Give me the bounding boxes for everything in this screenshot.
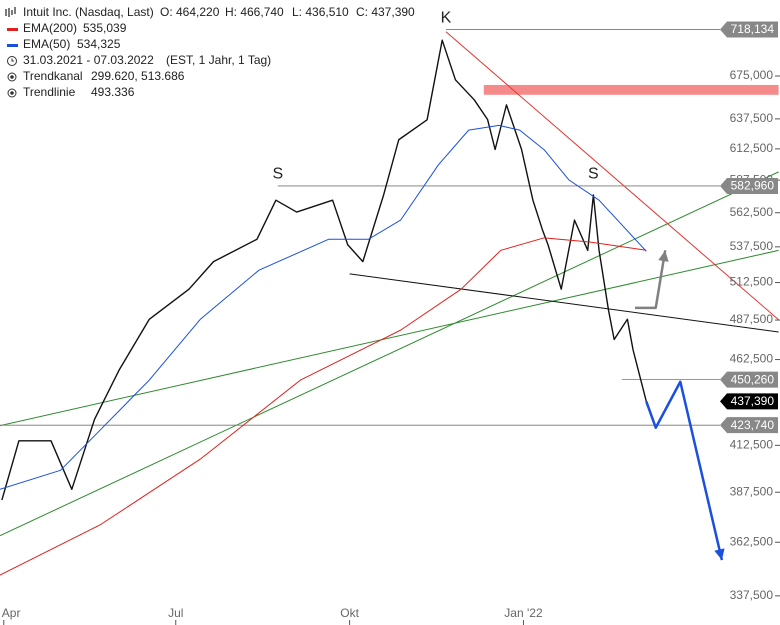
legend-entry: EMA(200) xyxy=(23,21,77,35)
y-tick-label: 562,500 xyxy=(730,205,774,219)
legend-value: 493.336 xyxy=(91,85,135,99)
x-tick-label: Jan '22 xyxy=(504,606,543,620)
legend-entry: Trendkanal xyxy=(23,69,83,83)
legend-title: Intuit Inc. (Nasdaq, Last) xyxy=(23,5,154,19)
y-tick-label: 537,500 xyxy=(730,239,774,253)
x-tick-label: Apr xyxy=(2,606,21,620)
arrow-head xyxy=(714,548,725,561)
y-tick-label: 362,500 xyxy=(730,534,774,548)
resistance-zone xyxy=(483,84,779,95)
arrow-head xyxy=(658,250,669,262)
level-label: 450,260 xyxy=(731,372,775,386)
level-label: 437,390 xyxy=(731,394,775,408)
period: 31.03.2021 - 07.03.2022 xyxy=(23,53,154,67)
pattern-label: S xyxy=(272,166,283,183)
level-label-box xyxy=(720,21,778,38)
x-tick-label: Jul xyxy=(168,606,183,620)
pattern-label: S xyxy=(588,166,599,183)
trend-channel-line xyxy=(0,171,779,537)
ohlc-close: C: 437,390 xyxy=(356,5,415,19)
y-tick-label: 612,500 xyxy=(730,141,774,155)
legend-entry: EMA(50) xyxy=(23,37,70,51)
trend-channel-line xyxy=(0,249,779,427)
legend: Intuit Inc. (Nasdaq, Last) O: 464,220 H:… xyxy=(5,5,415,99)
y-tick-label: 337,500 xyxy=(730,588,774,602)
ohlc-high: H: 466,740 xyxy=(225,5,284,19)
y-tick-label: 637,500 xyxy=(730,111,774,125)
ohlc-open: O: 464,220 xyxy=(160,5,220,19)
period-note: (EST, 1 Jahr, 1 Tag) xyxy=(166,53,271,67)
ohlc-low: L: 436,510 xyxy=(292,5,349,19)
legend-swatch xyxy=(7,44,18,47)
y-tick-label: 512,500 xyxy=(730,275,774,289)
level-label-box xyxy=(720,371,778,388)
trend-line xyxy=(349,273,779,333)
pattern-label: K xyxy=(441,10,452,27)
axes: 337,500 362,500 387,500 412,500 462,500 487,5… xyxy=(2,21,780,625)
legend-value: 534,325 xyxy=(77,37,121,51)
level-label-box xyxy=(720,393,778,410)
price-line xyxy=(1,39,647,501)
x-tick-label: Okt xyxy=(340,606,359,620)
level-label: 423,740 xyxy=(731,418,775,432)
projection-arrow xyxy=(634,250,667,310)
ema-line xyxy=(0,237,647,576)
level-label: 718,134 xyxy=(731,22,775,36)
resistance-line xyxy=(445,31,779,321)
y-tick-label: 675,000 xyxy=(730,68,774,82)
legend-swatch xyxy=(7,28,18,31)
level-label: 582,960 xyxy=(731,179,775,193)
clock-icon xyxy=(7,56,17,66)
y-tick-label: 387,500 xyxy=(730,484,774,498)
level-label-box xyxy=(720,417,778,434)
legend-value: 535,039 xyxy=(83,21,127,35)
projection-arrow xyxy=(645,380,724,561)
legend-value: 299.620, 513.686 xyxy=(91,69,185,83)
legend-entry: Trendlinie xyxy=(23,85,76,99)
bullet-icon xyxy=(7,72,17,82)
level-label-box xyxy=(720,177,778,194)
bullet-icon xyxy=(7,88,17,98)
y-tick-label: 487,500 xyxy=(730,312,774,326)
y-tick-label: 462,500 xyxy=(730,352,774,366)
plot-area: K S S xyxy=(0,10,779,576)
ema-line xyxy=(0,124,647,490)
y-tick-label: 412,500 xyxy=(730,438,774,452)
legend-icon xyxy=(5,7,16,17)
